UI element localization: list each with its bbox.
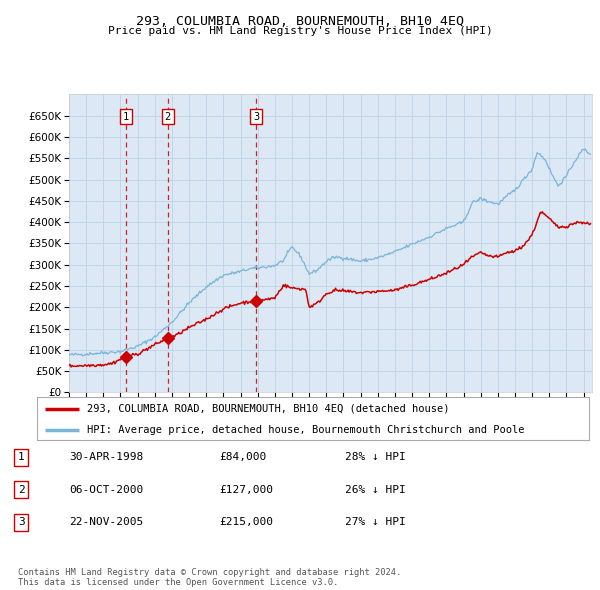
Text: 22-NOV-2005: 22-NOV-2005	[69, 517, 143, 527]
Text: 1: 1	[123, 112, 129, 122]
Text: 26% ↓ HPI: 26% ↓ HPI	[345, 485, 406, 494]
Text: £215,000: £215,000	[219, 517, 273, 527]
Text: 3: 3	[18, 517, 25, 527]
Text: 2: 2	[18, 485, 25, 494]
Text: 2: 2	[164, 112, 171, 122]
Text: 1: 1	[18, 453, 25, 462]
Text: 27% ↓ HPI: 27% ↓ HPI	[345, 517, 406, 527]
Text: 30-APR-1998: 30-APR-1998	[69, 453, 143, 462]
Text: Contains HM Land Registry data © Crown copyright and database right 2024.
This d: Contains HM Land Registry data © Crown c…	[18, 568, 401, 587]
Text: 06-OCT-2000: 06-OCT-2000	[69, 485, 143, 494]
Text: 293, COLUMBIA ROAD, BOURNEMOUTH, BH10 4EQ: 293, COLUMBIA ROAD, BOURNEMOUTH, BH10 4E…	[136, 15, 464, 28]
Text: 3: 3	[253, 112, 259, 122]
Text: Price paid vs. HM Land Registry's House Price Index (HPI): Price paid vs. HM Land Registry's House …	[107, 26, 493, 36]
Text: £84,000: £84,000	[219, 453, 266, 462]
Text: 28% ↓ HPI: 28% ↓ HPI	[345, 453, 406, 462]
Text: £127,000: £127,000	[219, 485, 273, 494]
Text: HPI: Average price, detached house, Bournemouth Christchurch and Poole: HPI: Average price, detached house, Bour…	[87, 425, 524, 435]
Text: 293, COLUMBIA ROAD, BOURNEMOUTH, BH10 4EQ (detached house): 293, COLUMBIA ROAD, BOURNEMOUTH, BH10 4E…	[87, 404, 449, 414]
